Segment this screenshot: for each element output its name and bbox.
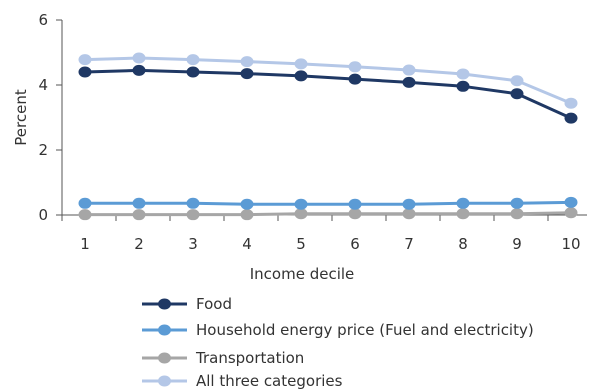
y-axis-title: Percent: [12, 89, 30, 146]
legend-label: All three categories: [196, 372, 343, 390]
data-point: [510, 88, 524, 100]
x-tick-label: 7: [404, 235, 414, 253]
y-axis-ticks: 0 2 4 6: [38, 11, 62, 224]
series-line: [83, 56, 573, 105]
legend-item: All three categories: [142, 372, 343, 390]
data-point: [186, 197, 200, 209]
data-point: [240, 56, 254, 68]
data-point: [564, 112, 578, 124]
data-point: [564, 207, 578, 219]
data-point: [240, 209, 254, 221]
x-tick-label: 8: [458, 235, 468, 253]
x-tick-label: 5: [296, 235, 306, 253]
x-tick-label: 3: [188, 235, 198, 253]
data-point: [402, 208, 416, 220]
data-point: [510, 197, 524, 209]
x-tick-label: 10: [561, 235, 580, 253]
legend-label: Food: [196, 295, 232, 313]
data-point: [348, 208, 362, 220]
legend-swatch-marker: [158, 324, 171, 336]
y-tick-label: 2: [38, 141, 48, 159]
data-point: [402, 198, 416, 210]
data-point: [510, 75, 524, 87]
y-tick-label: 4: [38, 76, 48, 94]
legend-item: Food: [142, 295, 232, 313]
data-point: [456, 197, 470, 209]
data-point: [402, 76, 416, 88]
data-point: [348, 73, 362, 85]
series-line: [83, 211, 573, 217]
x-tick-label: 2: [134, 235, 144, 253]
legend-label: Household energy price (Fuel and electri…: [196, 321, 534, 339]
data-point: [294, 70, 308, 82]
data-point: [132, 209, 146, 221]
x-tick-label: 1: [80, 235, 90, 253]
data-point: [132, 52, 146, 64]
x-tick-label: 9: [512, 235, 522, 253]
data-point: [294, 208, 308, 220]
data-point: [78, 66, 92, 78]
plot-area: [78, 52, 578, 221]
data-point: [456, 208, 470, 220]
y-tick-label: 6: [38, 11, 48, 29]
data-point: [186, 209, 200, 221]
legend-item: Transportation: [142, 349, 304, 367]
series-line: [83, 68, 573, 120]
legend-swatch-marker: [158, 352, 171, 364]
x-axis-ticks: 1 2 3 4 5 6 7 8 9 10: [61, 215, 581, 253]
series-2: [78, 207, 578, 221]
data-point: [294, 58, 308, 70]
chart-axes: [61, 20, 587, 216]
chart-legend: Food Household energy price (Fuel and ele…: [142, 295, 534, 390]
data-point: [456, 80, 470, 92]
data-point: [132, 197, 146, 209]
series-3: [78, 52, 578, 109]
data-point: [132, 64, 146, 76]
legend-item: Household energy price (Fuel and electri…: [142, 321, 534, 339]
series-line: [83, 200, 573, 206]
data-point: [456, 68, 470, 80]
legend-swatch-marker: [158, 375, 171, 387]
data-point: [510, 208, 524, 220]
x-tick-label: 4: [242, 235, 252, 253]
data-point: [78, 209, 92, 221]
series-1: [78, 196, 578, 210]
legend-swatch-marker: [158, 298, 171, 310]
data-point: [402, 64, 416, 76]
data-point: [78, 54, 92, 66]
data-point: [348, 198, 362, 210]
data-point: [348, 61, 362, 73]
data-point: [564, 97, 578, 109]
data-point: [186, 54, 200, 66]
x-axis-title: Income decile: [250, 265, 355, 283]
data-point: [564, 196, 578, 208]
series-0: [78, 64, 578, 124]
legend-label: Transportation: [195, 349, 304, 367]
y-tick-label: 0: [38, 206, 48, 224]
data-point: [78, 197, 92, 209]
data-point: [240, 198, 254, 210]
data-point: [186, 66, 200, 78]
data-point: [240, 68, 254, 80]
data-point: [294, 198, 308, 210]
x-tick-label: 6: [350, 235, 360, 253]
